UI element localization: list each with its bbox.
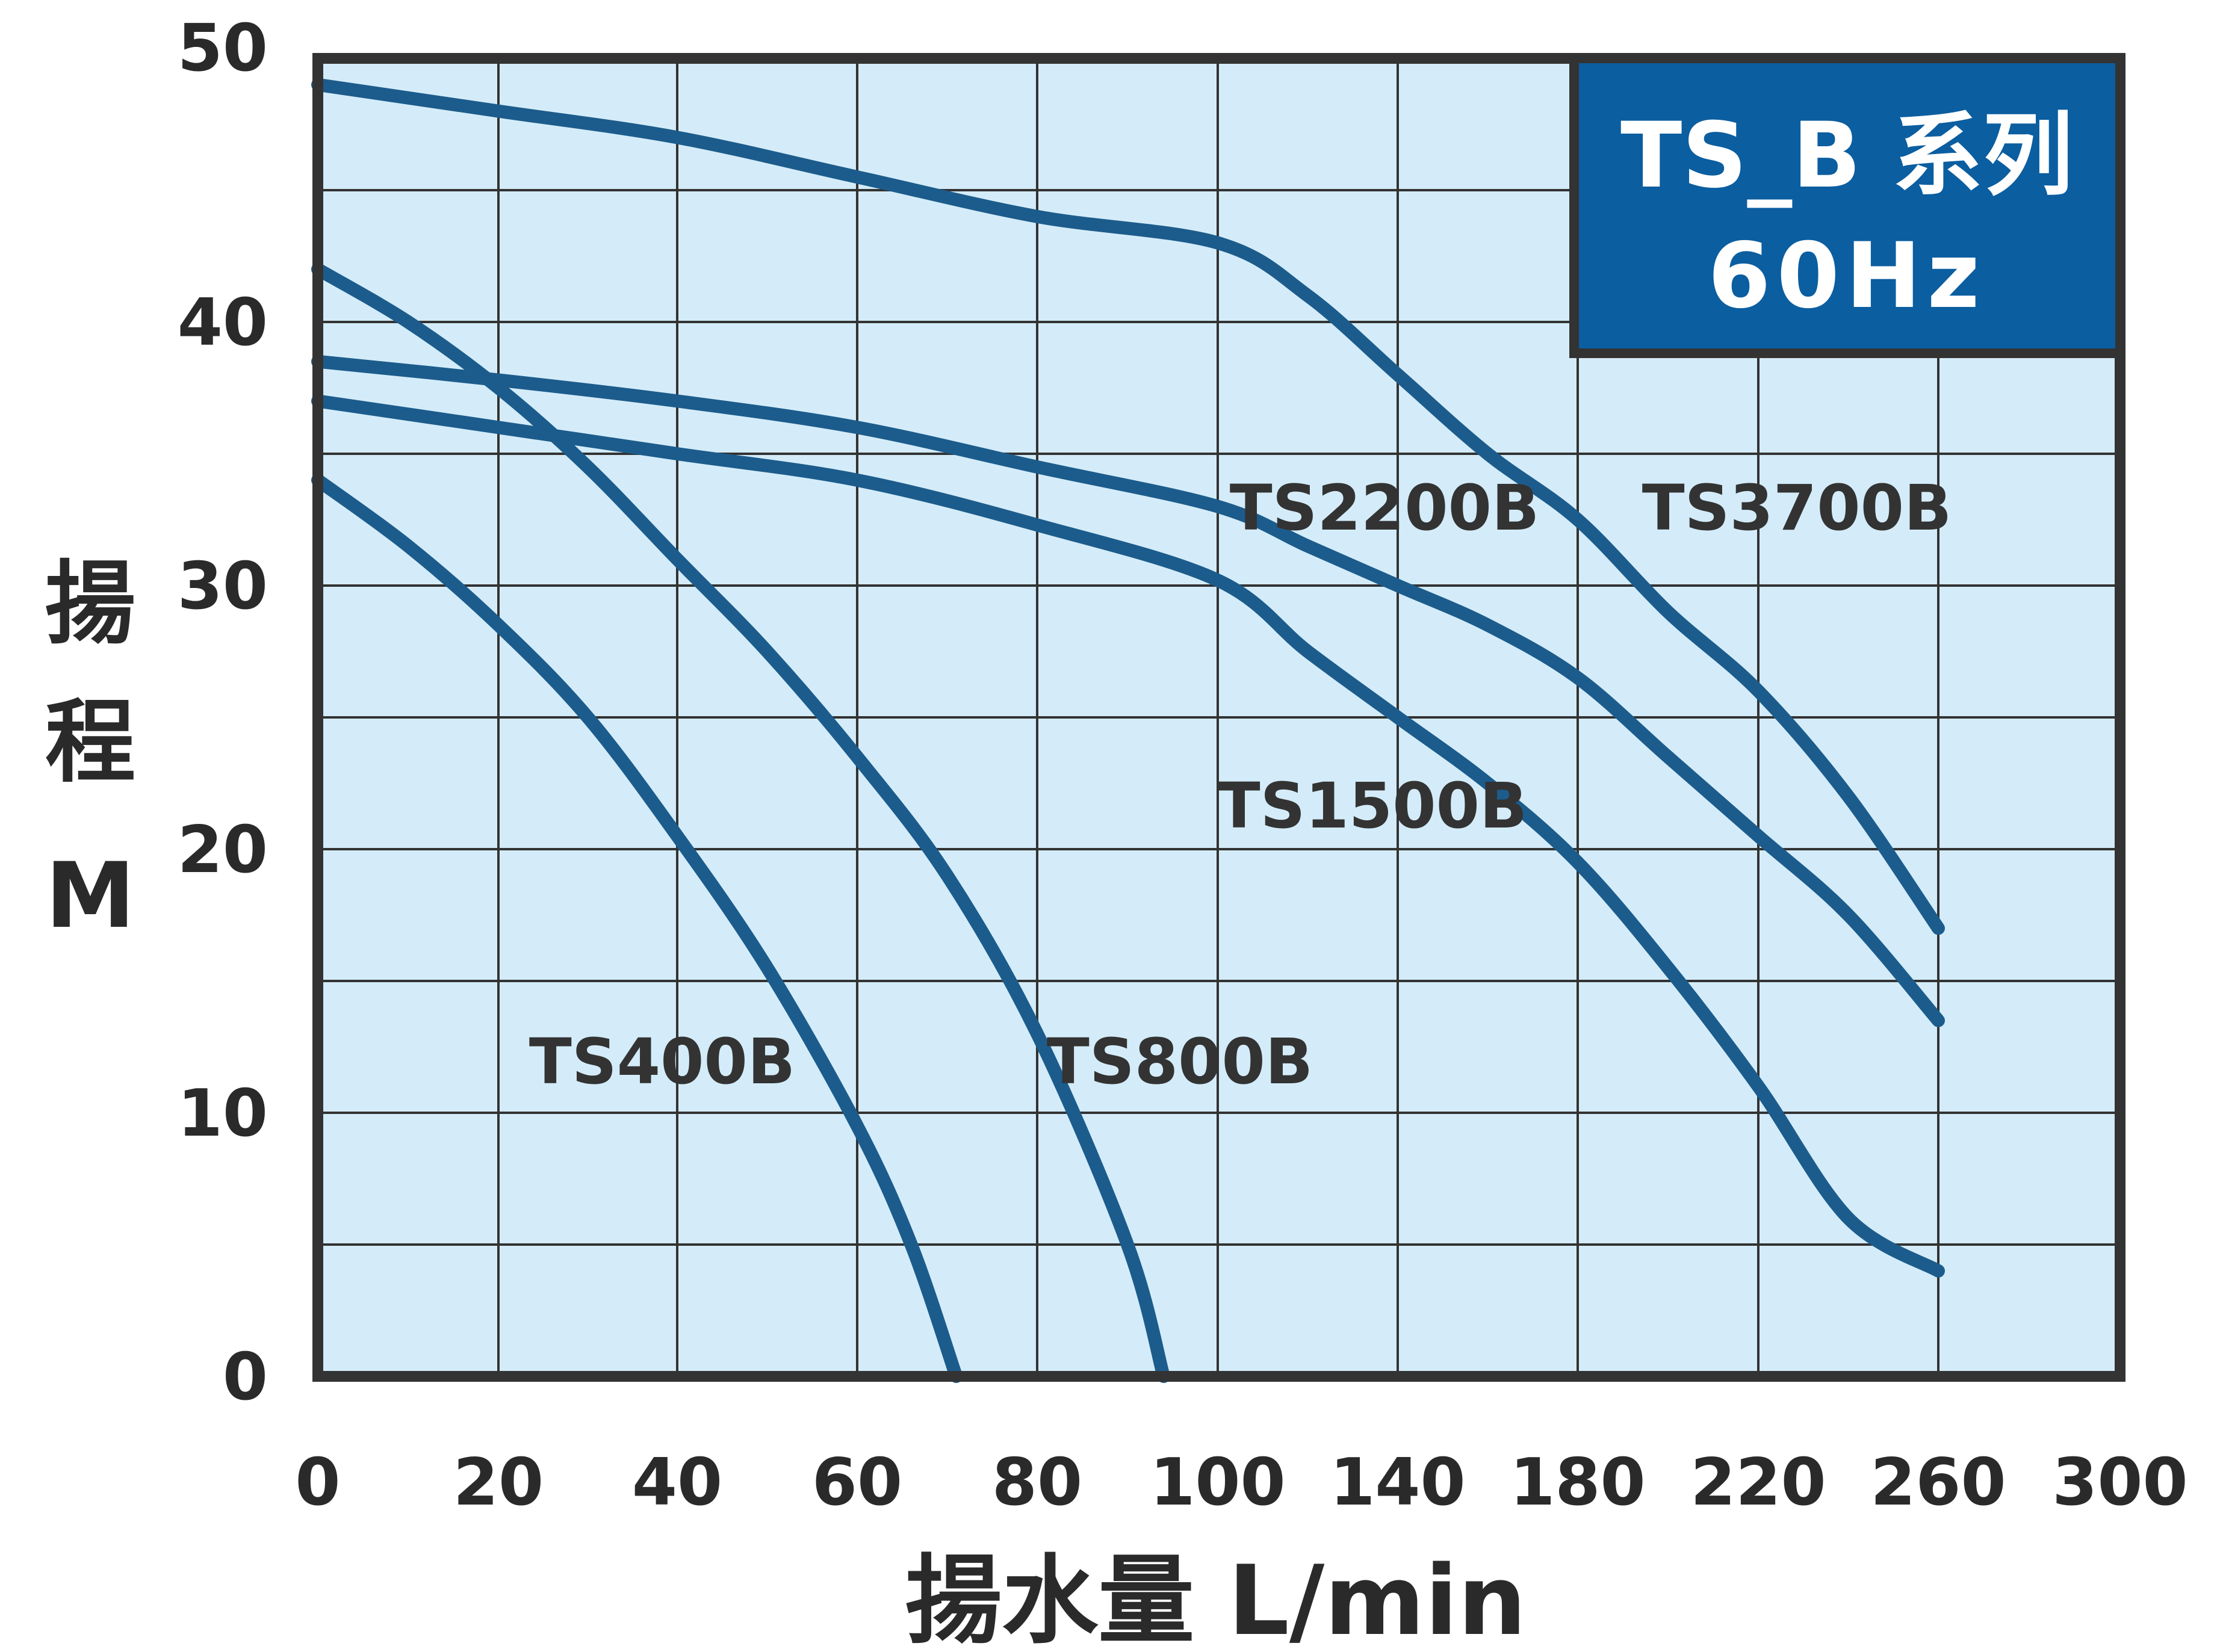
chart-title-line-2: 60Hz	[1708, 224, 1986, 329]
y-axis-ticks: 0 10 20 30 40 50	[178, 11, 268, 1415]
series-label-ts2200b: TS2200B	[1230, 471, 1540, 545]
curve-ts3700b	[311, 78, 1945, 935]
y-tick-label: 0	[223, 1340, 268, 1415]
x-tick-label: 260	[1870, 1445, 2006, 1520]
series-label-ts1500b: TS1500B	[1218, 769, 1528, 843]
x-tick-label: 80	[992, 1445, 1082, 1520]
series-labels: TS400B TS800B TS1500B TS2200B TS3700B	[529, 471, 1952, 1098]
chart-title-box: TS_B 系列 60Hz	[1569, 54, 2125, 358]
y-axis-unit: M	[45, 844, 135, 948]
x-tick-label: 140	[1330, 1445, 1465, 1520]
x-axis-title: 揚水量 L/min	[905, 1544, 1527, 1652]
y-axis-title-char-2: 程	[45, 690, 135, 795]
y-tick-label: 20	[178, 812, 268, 888]
x-axis-ticks: 0 20 40 60 80 100 140 180 220 260 300	[295, 1445, 2187, 1520]
curves	[311, 78, 1945, 1383]
y-tick-label: 40	[178, 285, 268, 360]
y-tick-label: 30	[178, 549, 268, 624]
x-tick-label: 100	[1150, 1445, 1285, 1520]
chart-title-box-bg	[1569, 54, 2125, 358]
plot-frame	[312, 53, 2125, 1382]
x-tick-label: 220	[1690, 1445, 1826, 1520]
y-axis-title-char-1: 揚	[45, 552, 135, 657]
x-tick-label: 60	[812, 1445, 902, 1520]
series-label-ts800b: TS800B	[1047, 1025, 1313, 1098]
x-tick-label: 180	[1510, 1445, 1645, 1520]
y-tick-label: 50	[178, 11, 268, 86]
x-tick-label: 20	[453, 1445, 544, 1520]
curve-ts1500b	[311, 394, 1945, 1278]
curve-ts400b	[311, 473, 963, 1383]
chart-title-line-1: TS_B 系列	[1620, 104, 2073, 208]
y-tick-label: 10	[178, 1076, 268, 1151]
curve-ts2200b	[311, 354, 1945, 1027]
series-label-ts3700b: TS3700B	[1642, 471, 1952, 545]
x-tick-label: 0	[295, 1445, 340, 1520]
x-tick-label: 40	[632, 1445, 722, 1520]
series-label-ts400b: TS400B	[529, 1025, 795, 1098]
x-tick-label: 300	[2052, 1445, 2187, 1520]
